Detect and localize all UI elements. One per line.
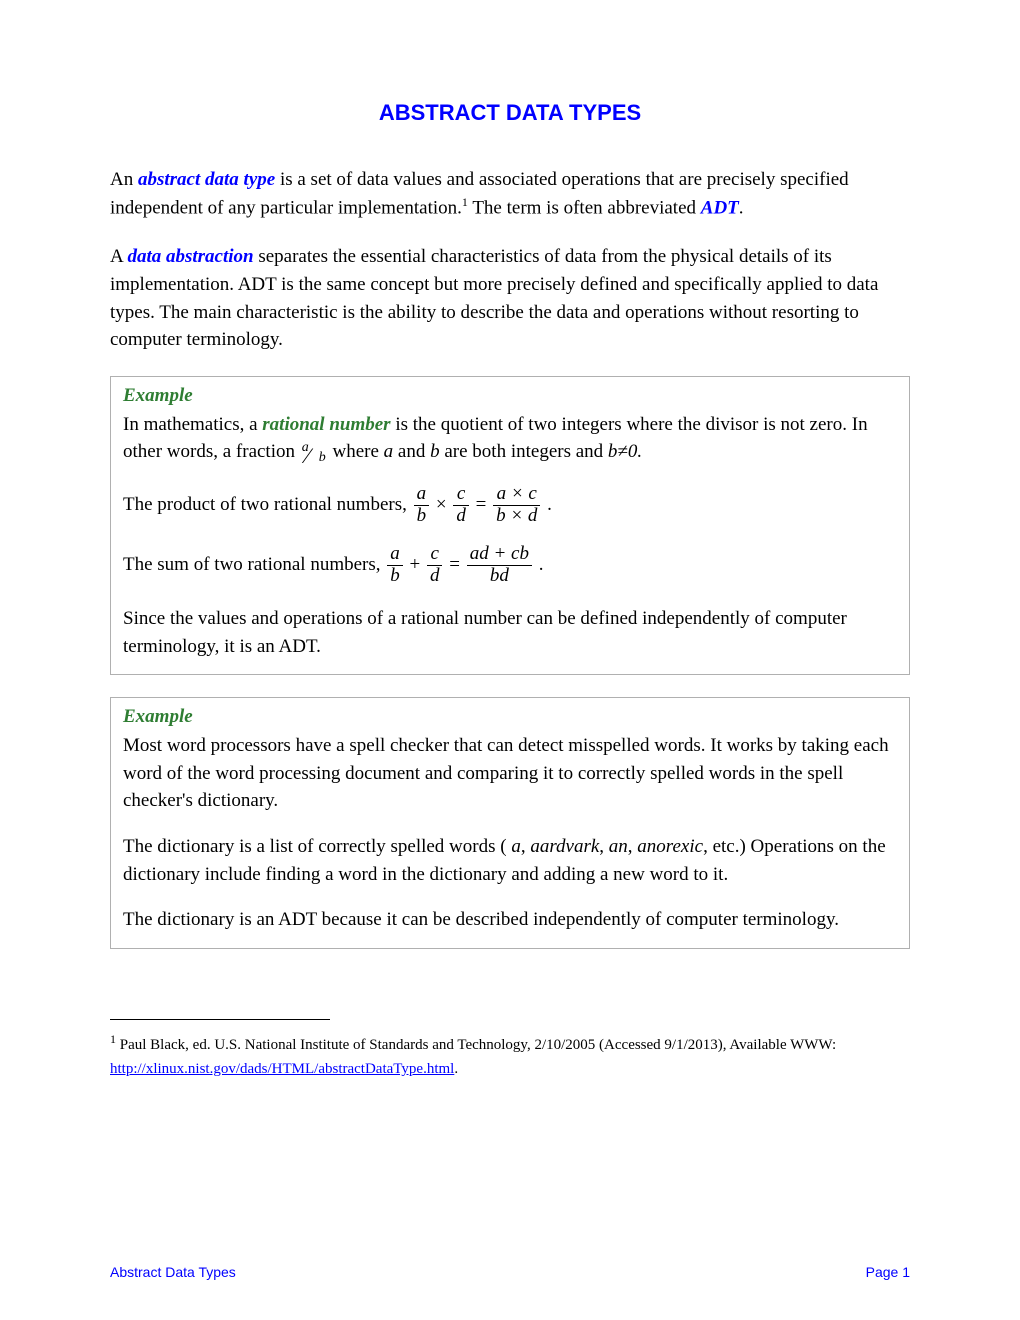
eq: =	[476, 493, 487, 514]
footnote-link[interactable]: http://xlinux.nist.gov/dads/HTML/abstrac…	[110, 1061, 454, 1077]
text: The term is often abbreviated	[468, 197, 701, 218]
fraction: ab	[387, 544, 403, 587]
text: where	[328, 441, 384, 462]
text: ,	[628, 836, 638, 857]
footnote-text: .	[454, 1061, 458, 1077]
page-footer: Abstract Data Types Page 1	[110, 1264, 910, 1280]
text: are both integers and	[440, 441, 608, 462]
abbr-adt: ADT	[701, 197, 739, 218]
footnote-separator	[110, 1019, 330, 1020]
sum-equation: The sum of two rational numbers, ab + cd…	[123, 544, 897, 587]
condition: b≠0.	[608, 441, 642, 462]
product-equation: The product of two rational numbers, ab …	[123, 484, 897, 527]
text: and	[393, 441, 430, 462]
text: A	[110, 246, 127, 267]
para-data-abstraction: A data abstraction separates the essenti…	[110, 243, 910, 353]
footer-page: Page 1	[866, 1264, 910, 1280]
word: anorexic	[637, 836, 703, 857]
text: ,	[599, 836, 609, 857]
example-heading: Example	[123, 385, 897, 407]
text: .	[547, 493, 552, 514]
var-a: a	[384, 441, 394, 462]
example-conclusion: The dictionary is an ADT because it can …	[123, 906, 897, 934]
text: The product of two rational numbers,	[123, 493, 412, 514]
fraction: cd	[453, 484, 469, 527]
text: An	[110, 169, 138, 190]
fraction: a × cb × d	[493, 484, 540, 527]
text: The dictionary is a list of correctly sp…	[123, 836, 511, 857]
example-box-dictionary: Example Most word processors have a spel…	[110, 697, 910, 948]
example-heading: Example	[123, 706, 897, 728]
example-text: In mathematics, a rational number is the…	[123, 411, 897, 466]
fraction: ab	[414, 484, 430, 527]
fraction: ad + cbbd	[467, 544, 532, 587]
text: .	[739, 197, 744, 218]
fraction-a-over-b: a⁄b	[302, 442, 326, 464]
example-text: Most word processors have a spell checke…	[123, 732, 897, 815]
word: an	[609, 836, 628, 857]
page-title: ABSTRACT DATA TYPES	[110, 100, 910, 126]
page: ABSTRACT DATA TYPES An abstract data typ…	[0, 0, 1020, 1320]
term-rational-number: rational number	[262, 414, 390, 435]
text: ,	[521, 836, 531, 857]
eq: =	[449, 554, 460, 575]
term-data-abstraction: data abstraction	[127, 246, 253, 267]
op: +	[410, 554, 421, 575]
text: In mathematics, a	[123, 414, 262, 435]
word: aardvark	[530, 836, 599, 857]
word: a	[511, 836, 521, 857]
term-adt: abstract data type	[138, 169, 275, 190]
footnote-text: Paul Black, ed. U.S. National Institute …	[116, 1037, 836, 1053]
example-box-rational: Example In mathematics, a rational numbe…	[110, 376, 910, 676]
footnote: 1 Paul Black, ed. U.S. National Institut…	[110, 1030, 910, 1081]
fraction: cd	[427, 544, 443, 587]
footer-title: Abstract Data Types	[110, 1264, 236, 1280]
var-b: b	[430, 441, 440, 462]
text: The sum of two rational numbers,	[123, 554, 385, 575]
op: ×	[436, 493, 447, 514]
example-text: The dictionary is a list of correctly sp…	[123, 833, 897, 888]
intro-paragraph: An abstract data type is a set of data v…	[110, 166, 910, 221]
example-conclusion: Since the values and operations of a rat…	[123, 605, 897, 660]
text: .	[539, 554, 544, 575]
